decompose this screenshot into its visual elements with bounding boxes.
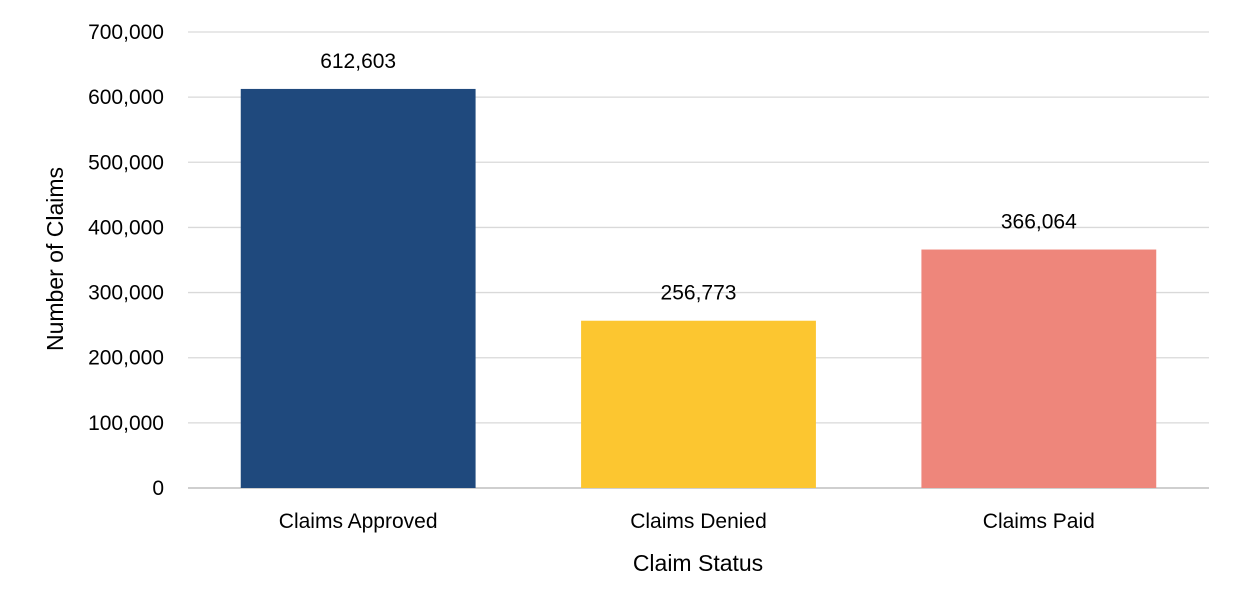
y-axis-title: Number of Claims [42,167,68,351]
y-tick-label: 200,000 [88,347,164,370]
y-tick-label: 300,000 [88,282,164,305]
bar-claims-denied [581,320,816,488]
x-axis-title: Claim Status [633,550,763,576]
y-axis-tick-labels: 0 100,000 200,000 300,000 400,000 500,000 600,… [88,21,164,500]
x-tick-label: Claims Approved [279,510,438,533]
bars [240,88,1157,489]
x-tick-label: Claims Paid [983,510,1095,533]
y-tick-label: 500,000 [88,151,164,174]
x-axis-tick-labels: Claims Approved Claims Denied Claims Paid [279,510,1095,533]
data-label: 612,603 [320,50,396,73]
data-labels: 612,603 256,773 366,064 [320,50,1077,305]
bar-claims-paid [921,249,1157,488]
x-tick-label: Claims Denied [630,510,767,533]
data-label: 366,064 [1001,211,1077,234]
y-tick-label: 400,000 [88,216,164,239]
y-tick-label: 700,000 [88,21,164,44]
bar-claims-approved [240,88,476,489]
y-tick-label: 100,000 [88,412,164,435]
y-tick-label: 600,000 [88,86,164,109]
y-tick-label: 0 [152,477,164,500]
data-label: 256,773 [661,282,737,305]
